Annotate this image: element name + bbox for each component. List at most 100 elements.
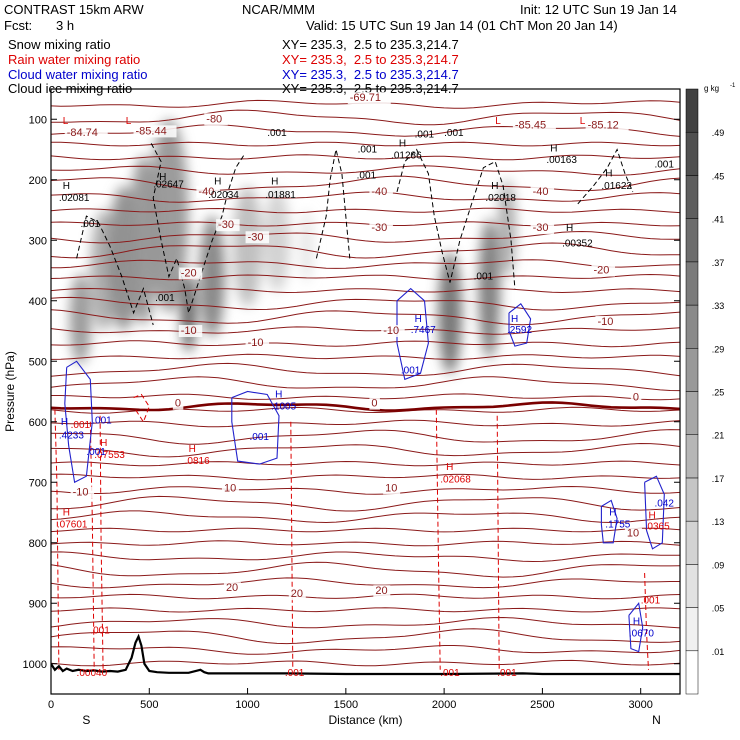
- temp-label-1: -80: [206, 113, 222, 125]
- snow-label-8: .01881: [265, 190, 296, 201]
- temp-label-26: 20: [226, 582, 238, 594]
- colorbar-label-10: .41: [712, 215, 725, 225]
- temp-label-bg-3: [133, 125, 177, 138]
- temperature-contour-12: [51, 259, 680, 269]
- temp-label-6: -40: [198, 186, 214, 198]
- snow-label-6: .02034: [208, 190, 239, 201]
- temperature-contour-18: [51, 340, 680, 348]
- temperature-contour-33: [51, 540, 680, 547]
- snow-label-19: .00163: [546, 155, 577, 166]
- temp-label-bg-21: [630, 391, 642, 404]
- snow-contour-0: [150, 143, 245, 314]
- temperature-contour-42: [51, 659, 680, 667]
- temperature-contour-8: [51, 207, 680, 214]
- cloud-label-10: H: [511, 314, 518, 325]
- cloud-label-16: .0670: [629, 629, 654, 640]
- temperature-contour-35: [51, 561, 680, 578]
- temperature-contour-22: [51, 393, 680, 401]
- temp-label-bg-22: [70, 486, 95, 499]
- cloud-label-6: .001: [250, 432, 270, 443]
- colorbar-cell-8: [685, 304, 699, 349]
- cloud-label-3: .001: [92, 416, 112, 427]
- rain-label-18: .001: [641, 595, 661, 606]
- field-xy-snow: XY= 235.3, 2.5 to 235.3,214.7: [282, 37, 459, 52]
- temperature-contour-9: [51, 221, 680, 227]
- temperature-contour-30: [51, 495, 680, 512]
- field-xy-rain: XY= 235.3, 2.5 to 235.3,214.7: [282, 52, 459, 67]
- cloud-water-contour-3: [508, 303, 532, 347]
- temperature-contour-39: [51, 616, 680, 629]
- temp-label-28: 20: [375, 585, 387, 597]
- cloud-label-1: .4233: [59, 431, 84, 442]
- cloud-label-7: H: [415, 314, 422, 325]
- colorbar-cell-6: [685, 391, 699, 435]
- shading-blob-12: [498, 179, 516, 277]
- header-org: NCAR/MMM: [242, 2, 315, 17]
- colorbar-label-7: .29: [712, 344, 725, 354]
- y-tick-label-6: 700: [29, 477, 47, 489]
- temp-label-bg-23: [221, 482, 239, 495]
- rain-label-16: .001: [440, 668, 460, 679]
- temp-label-27: 20: [291, 588, 303, 600]
- colorbar-cell-3: [685, 520, 699, 565]
- temperature-contour-24: [51, 419, 680, 428]
- cloud-water-contour-5: [644, 475, 665, 550]
- y-tick-label-5: 600: [29, 417, 47, 429]
- header-fcst-value: 3 h: [56, 18, 75, 33]
- cloud-water-contour-4: [600, 499, 618, 544]
- colorbar-cell-11: [685, 175, 699, 219]
- y-tick-label-1: 200: [29, 175, 47, 187]
- colorbar-unit-exp: -1: [730, 83, 736, 89]
- colorbar-cell-1: [685, 607, 699, 652]
- snow-label-4: .02647: [153, 180, 184, 191]
- temperature-contour-17: [51, 326, 680, 335]
- temperature-contour-15: [51, 296, 680, 311]
- end-label-north: N: [652, 713, 661, 727]
- cloud-water-contour-0: [64, 360, 93, 484]
- snow-label-23: .00352: [562, 238, 593, 249]
- temp-label-bg-18: [595, 315, 619, 328]
- temp-label-bg-16: [245, 337, 270, 350]
- y-tick-label-8: 900: [29, 598, 47, 610]
- header-init: Init: 12 UTC Sun 19 Jan 14: [520, 2, 677, 17]
- colorbar-label-1: .05: [712, 604, 725, 614]
- rain-label-14: .00040: [77, 668, 108, 679]
- temp-label-bg-0: [347, 92, 391, 105]
- snow-contour-3: [577, 148, 634, 205]
- snow-label-11: .001: [357, 171, 377, 182]
- temp-label-18: -10: [597, 316, 613, 328]
- cloud-label-5: .1005: [271, 402, 296, 413]
- snow-label-25: .001: [155, 293, 175, 304]
- colorbar-label-6: .25: [712, 388, 725, 398]
- header-fcst-label: Fcst:: [4, 18, 33, 33]
- shading-blob-9: [300, 210, 313, 283]
- colorbar-cell-2: [685, 564, 699, 608]
- temp-label-12: -30: [533, 222, 549, 234]
- cloud-label-13: .1755: [605, 520, 630, 531]
- temperature-contour-1: [51, 109, 680, 126]
- temperature-contour-28: [51, 473, 680, 481]
- rain-label-6: H: [100, 438, 107, 449]
- snow-contour-2: [396, 148, 516, 289]
- y-tick-label-2: 300: [29, 235, 47, 247]
- snow-label-14: .001: [415, 129, 435, 140]
- temperature-contour-10: [51, 230, 680, 244]
- temperature-contour-7: [51, 191, 680, 203]
- temp-label-9: -30: [218, 219, 234, 231]
- temp-label-25: 10: [627, 528, 639, 540]
- field-name-cloudwater: Cloud water mixing ratio: [8, 67, 148, 82]
- x-axis-title: Distance (km): [328, 713, 402, 727]
- temperature-contour-16: [51, 309, 680, 326]
- colorbar-cell-9: [685, 261, 699, 306]
- snow-label-7: H: [271, 177, 278, 188]
- temp-label-15: -10: [181, 325, 197, 337]
- rain-label-17: .001: [497, 668, 517, 679]
- temp-label-4: -85.45: [515, 119, 546, 131]
- colorbar-cell-7: [685, 348, 699, 392]
- rain-contour-7: [133, 393, 150, 423]
- temp-label-16: -10: [248, 337, 264, 349]
- temp-label-8: -40: [533, 186, 549, 198]
- colorbar-cell-5: [685, 434, 699, 479]
- temperature-contour-36: [51, 577, 680, 589]
- temperature-contour-34: [51, 551, 680, 563]
